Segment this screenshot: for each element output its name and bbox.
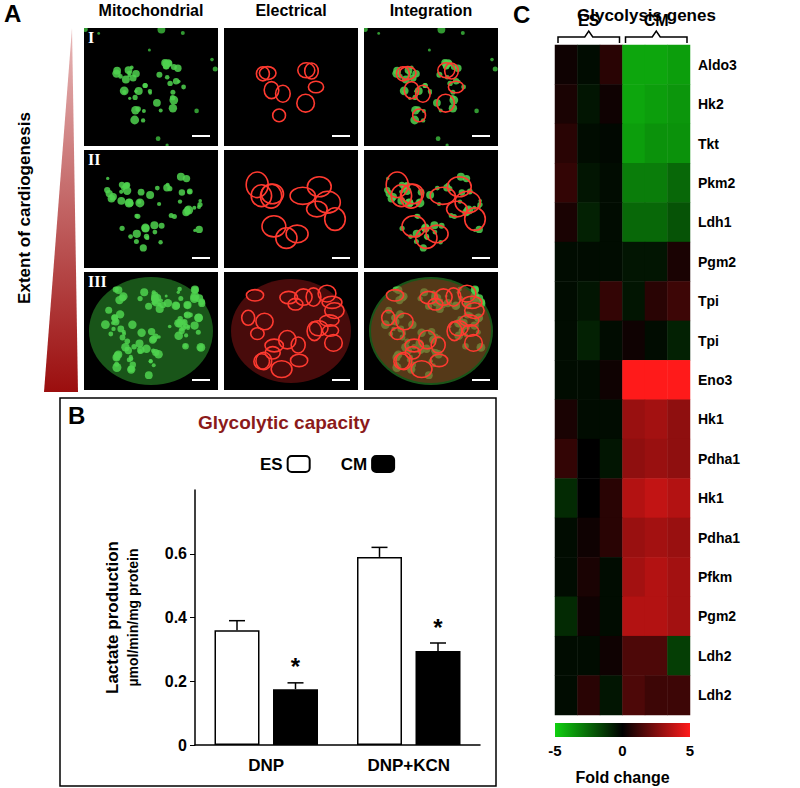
svg-text:Pgm2: Pgm2 bbox=[698, 254, 736, 270]
svg-text:Pfkm: Pfkm bbox=[698, 569, 732, 585]
svg-text:Eno3: Eno3 bbox=[698, 372, 732, 388]
svg-text:0: 0 bbox=[178, 737, 187, 754]
svg-text:5: 5 bbox=[686, 742, 694, 759]
svg-text:0.6: 0.6 bbox=[165, 545, 187, 562]
svg-text:Lactate production: Lactate production bbox=[103, 541, 122, 694]
svg-text:CM: CM bbox=[341, 455, 367, 474]
svg-text:Hk1: Hk1 bbox=[698, 411, 724, 427]
svg-text:Pdha1: Pdha1 bbox=[698, 530, 740, 546]
html-text:II: II bbox=[88, 151, 101, 168]
html-text:Electrical: Electrical bbox=[255, 2, 327, 19]
svg-text:Tkt: Tkt bbox=[698, 136, 719, 152]
svg-text:B: B bbox=[68, 402, 85, 429]
svg-text:Tpi: Tpi bbox=[698, 333, 719, 349]
html-text:Mitochondrial: Mitochondrial bbox=[98, 2, 204, 19]
svg-text:Aldo3: Aldo3 bbox=[698, 57, 737, 73]
svg-text:Hk2: Hk2 bbox=[698, 96, 724, 112]
html-text:I: I bbox=[88, 29, 95, 46]
svg-text:*: * bbox=[433, 614, 443, 641]
html-text:A: A bbox=[4, 0, 22, 27]
svg-text:Glycolysis genes: Glycolysis genes bbox=[577, 6, 716, 25]
svg-text:Glycolytic capacity: Glycolytic capacity bbox=[198, 412, 371, 433]
svg-text:Fold change: Fold change bbox=[575, 769, 669, 786]
html-text:Integration: Integration bbox=[389, 2, 473, 19]
svg-text:Pgm2: Pgm2 bbox=[698, 608, 736, 624]
svg-text:ES: ES bbox=[260, 455, 283, 474]
svg-text:Tpi: Tpi bbox=[698, 293, 719, 309]
svg-text:C: C bbox=[513, 1, 530, 28]
svg-text:Ldh2: Ldh2 bbox=[698, 687, 732, 703]
svg-text:Pdha1: Pdha1 bbox=[698, 451, 740, 467]
svg-text:µmol/min/mg protein: µmol/min/mg protein bbox=[125, 549, 141, 687]
svg-text:*: * bbox=[291, 653, 301, 680]
svg-text:DNP: DNP bbox=[248, 756, 284, 775]
svg-text:0.2: 0.2 bbox=[165, 673, 187, 690]
svg-text:DNP+KCN: DNP+KCN bbox=[367, 756, 450, 775]
svg-text:Ldh2: Ldh2 bbox=[698, 648, 732, 664]
html-text:Extent of cardiogenesis: Extent of cardiogenesis bbox=[15, 112, 34, 304]
svg-text:0: 0 bbox=[618, 742, 626, 759]
svg-text:0.4: 0.4 bbox=[165, 609, 187, 626]
svg-text:Ldh1: Ldh1 bbox=[698, 214, 732, 230]
svg-text:Pkm2: Pkm2 bbox=[698, 175, 736, 191]
svg-text:-5: -5 bbox=[548, 742, 561, 759]
html-text:III: III bbox=[88, 273, 107, 290]
svg-text:Hk1: Hk1 bbox=[698, 490, 724, 506]
